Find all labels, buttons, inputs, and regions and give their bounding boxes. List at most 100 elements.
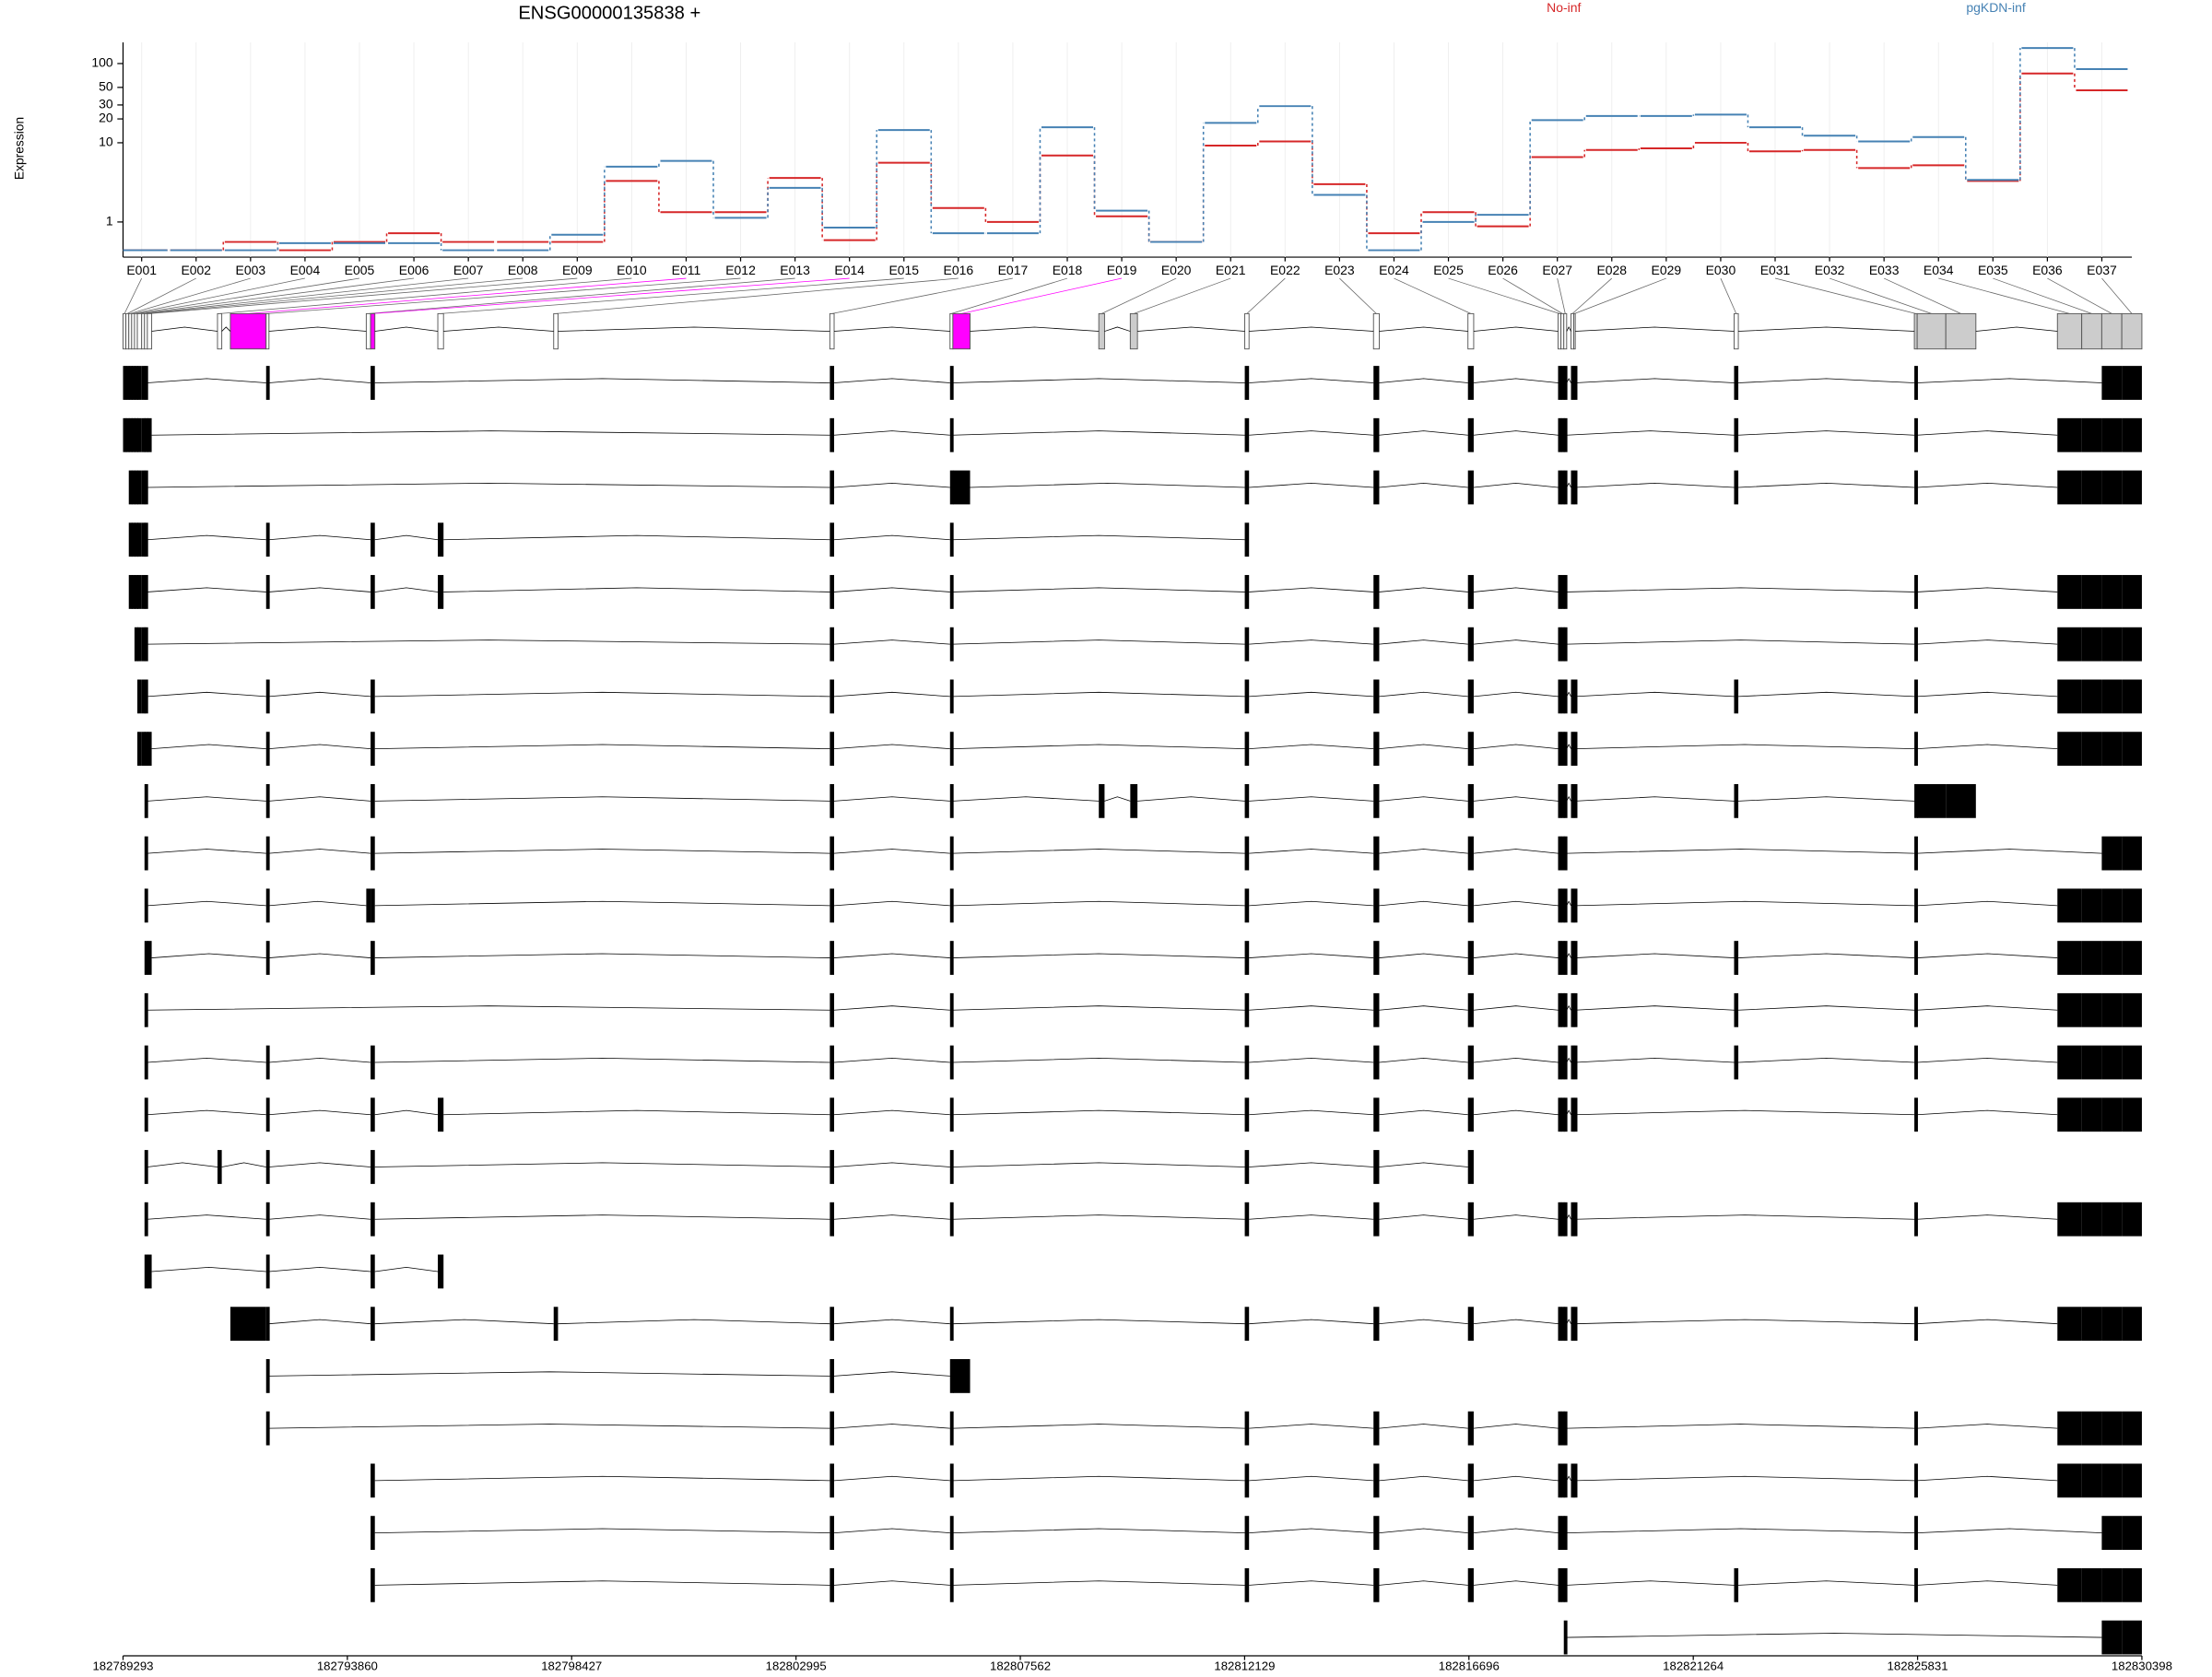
transcript-exon (2081, 417, 2102, 452)
transcript-exon (2122, 888, 2142, 923)
intron (952, 796, 1100, 802)
transcript-exon (830, 679, 835, 714)
transcript-exon (949, 1045, 954, 1080)
transcript-exon (2101, 1202, 2123, 1237)
transcript-exon (137, 679, 142, 714)
transcript-exon (1560, 1045, 1565, 1080)
genomic-tick-label: 182807562 (990, 1659, 1051, 1673)
intron (268, 691, 371, 698)
transcript-exon (265, 1307, 270, 1342)
transcript-exon (1571, 470, 1575, 505)
intron (1738, 326, 1915, 332)
intron (268, 953, 371, 958)
intron (1379, 1058, 1468, 1063)
transcript-exon (2057, 941, 2082, 975)
bin-link (267, 277, 741, 314)
transcript-exon (830, 470, 835, 505)
transcript-exon (1467, 1567, 1474, 1602)
bin-link (219, 277, 632, 314)
intron (1379, 1319, 1468, 1325)
transcript-exon (144, 679, 148, 714)
transcript-exon (2101, 366, 2123, 400)
transcript-exon (1571, 941, 1575, 975)
x-tick-label: E012 (725, 263, 756, 277)
transcript-exon (371, 679, 375, 714)
intron (1575, 744, 1915, 750)
bin-link (1134, 277, 1231, 314)
intron (1249, 1424, 1374, 1429)
transcript-exon (144, 417, 148, 452)
transcript-exon (131, 366, 135, 400)
transcript-exon (144, 783, 148, 818)
transcript-exon (144, 992, 148, 1027)
intron (268, 1162, 371, 1167)
intron (1917, 849, 2102, 854)
intron (833, 534, 950, 541)
transcript-exon (2081, 575, 2102, 609)
exon-bin (1734, 312, 1739, 350)
exon-bin (2121, 312, 2143, 350)
transcript-exon (1914, 417, 1918, 452)
intron (1473, 378, 1559, 383)
transcript-exon (1558, 1097, 1562, 1132)
transcript-exon (2101, 1045, 2123, 1080)
transcript-exon (2057, 575, 2082, 609)
x-tick-label: E009 (562, 263, 593, 277)
transcript-exon (1558, 732, 1562, 767)
transcript-exon (128, 470, 133, 505)
intron (952, 378, 1245, 383)
transcript-exon (949, 522, 954, 557)
transcript-exon (2057, 679, 2082, 714)
intron (1473, 1058, 1559, 1063)
intron (374, 849, 830, 854)
transcript-exon (949, 1359, 954, 1393)
transcript-exon (1914, 732, 1918, 767)
bin-link (368, 277, 795, 314)
exon-bin (265, 312, 270, 350)
intron (833, 326, 950, 332)
x-tick-label: E018 (1053, 263, 1083, 277)
transcript-exon (2057, 1411, 2082, 1446)
transcript-exon (1558, 366, 1562, 400)
transcript-exon (1563, 575, 1568, 609)
transcript-exon (371, 783, 375, 818)
intron (1575, 1058, 1735, 1063)
transcript-exon (438, 522, 444, 557)
intron (1249, 900, 1374, 907)
transcript-exon (830, 366, 835, 400)
transcript-exon (1563, 470, 1568, 505)
exon-bin (952, 312, 971, 350)
intron (1566, 587, 1915, 592)
intron (443, 534, 830, 541)
transcript-exon (1563, 1411, 1568, 1446)
intron (952, 1005, 1245, 1011)
transcript-exon (144, 1097, 148, 1132)
transcript-exon (137, 575, 142, 609)
intron (374, 1058, 830, 1063)
transcript-exon (371, 888, 375, 923)
intron (1566, 795, 1571, 802)
intron (1473, 849, 1559, 854)
transcript-exon (1467, 1150, 1474, 1184)
intron (833, 796, 950, 802)
intron (268, 1424, 830, 1429)
intron (1249, 1319, 1374, 1325)
intron (147, 1162, 218, 1167)
transcript-exon (1467, 888, 1474, 923)
intron (1473, 953, 1559, 958)
transcript-exon (830, 1516, 835, 1551)
y-tick-label: 10 (99, 135, 113, 149)
intron (1917, 639, 2058, 645)
intron (1249, 1058, 1374, 1063)
transcript-exon (830, 522, 835, 557)
intron (1249, 744, 1374, 750)
y-tick-label: 100 (91, 55, 113, 70)
transcript-exon (1558, 888, 1562, 923)
bin-link (126, 277, 196, 314)
intron (952, 1214, 1245, 1220)
intron (147, 378, 266, 383)
transcript-exon (830, 575, 835, 609)
transcript-exon (1563, 1516, 1568, 1551)
transcript-exon (2122, 679, 2142, 714)
transcript-exon (371, 1150, 375, 1184)
